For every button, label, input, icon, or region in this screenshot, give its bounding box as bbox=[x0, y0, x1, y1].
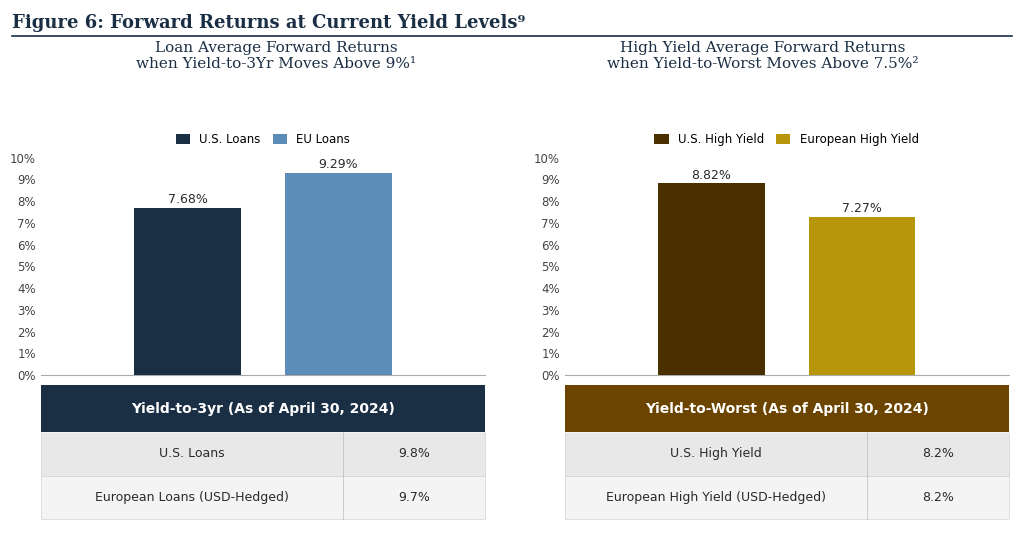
Bar bbox=[658, 183, 765, 375]
FancyBboxPatch shape bbox=[41, 385, 484, 432]
Bar bbox=[809, 217, 915, 375]
FancyBboxPatch shape bbox=[565, 432, 1009, 475]
Text: High Yield Average Forward Returns
when Yield-to-Worst Moves Above 7.5%²: High Yield Average Forward Returns when … bbox=[607, 41, 919, 71]
Legend: U.S. Loans, EU Loans: U.S. Loans, EU Loans bbox=[171, 128, 354, 151]
Text: 7.68%: 7.68% bbox=[168, 193, 208, 206]
Text: 9.29%: 9.29% bbox=[318, 158, 358, 171]
Text: Yield-to-Worst (As of April 30, 2024): Yield-to-Worst (As of April 30, 2024) bbox=[645, 402, 929, 416]
FancyBboxPatch shape bbox=[41, 475, 484, 519]
Text: European High Yield (USD-Hedged): European High Yield (USD-Hedged) bbox=[605, 491, 825, 504]
Text: 8.2%: 8.2% bbox=[922, 491, 953, 504]
FancyBboxPatch shape bbox=[41, 432, 484, 475]
Text: Loan Average Forward Returns
when Yield-to-3Yr Moves Above 9%¹: Loan Average Forward Returns when Yield-… bbox=[136, 41, 417, 71]
Text: 9.7%: 9.7% bbox=[398, 491, 430, 504]
Text: European Loans (USD-Hedged): European Loans (USD-Hedged) bbox=[95, 491, 289, 504]
FancyBboxPatch shape bbox=[565, 385, 1009, 432]
FancyBboxPatch shape bbox=[565, 475, 1009, 519]
Text: 9.8%: 9.8% bbox=[398, 447, 430, 460]
Text: 7.27%: 7.27% bbox=[842, 202, 882, 215]
Text: Figure 6: Forward Returns at Current Yield Levels⁹: Figure 6: Forward Returns at Current Yie… bbox=[12, 14, 525, 32]
Bar bbox=[134, 208, 241, 375]
Bar bbox=[285, 173, 391, 375]
Legend: U.S. High Yield, European High Yield: U.S. High Yield, European High Yield bbox=[650, 128, 924, 151]
Text: U.S. Loans: U.S. Loans bbox=[159, 447, 224, 460]
Text: U.S. High Yield: U.S. High Yield bbox=[670, 447, 762, 460]
Text: 8.82%: 8.82% bbox=[691, 169, 731, 182]
Text: Yield-to-3yr (As of April 30, 2024): Yield-to-3yr (As of April 30, 2024) bbox=[131, 402, 395, 416]
Text: 8.2%: 8.2% bbox=[922, 447, 953, 460]
